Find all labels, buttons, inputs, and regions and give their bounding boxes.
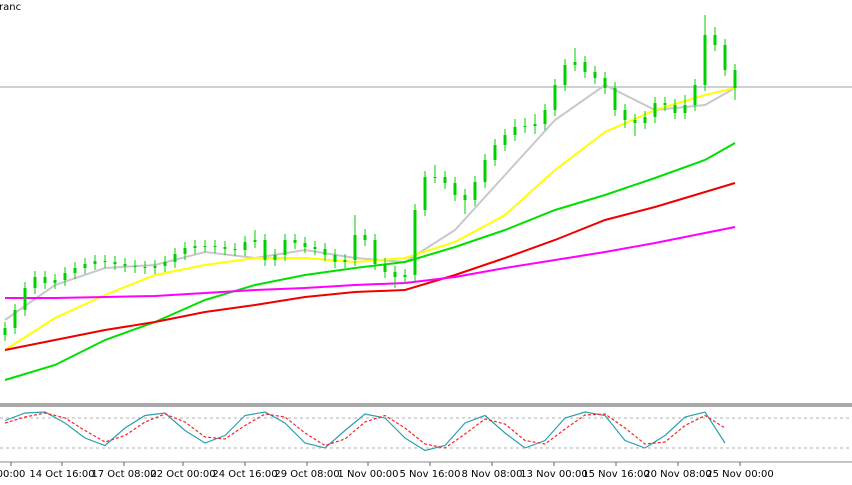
x-tick-label: 20 Nov 08:00	[644, 469, 711, 480]
candle-body	[643, 117, 647, 123]
candle-body	[183, 248, 187, 254]
candle-body	[333, 255, 337, 262]
moving-average	[4, 142, 736, 381]
oscillator-line	[4, 411, 726, 452]
candle-body	[313, 247, 317, 249]
moving-average	[5, 226, 736, 299]
candle-body	[43, 277, 47, 283]
chart-title: Franc	[0, 2, 21, 13]
candle-body	[383, 264, 387, 272]
candle-body	[53, 280, 57, 283]
candle-body	[213, 246, 217, 247]
candle-body	[703, 35, 707, 85]
candle-body	[503, 135, 507, 145]
candle-body	[33, 277, 37, 288]
candle-body	[433, 177, 437, 178]
x-tick-label: 5 Nov 16:00	[399, 469, 460, 480]
candle-body	[23, 288, 27, 310]
moving-average	[4, 182, 736, 351]
x-tick-label: 1 Nov 00:00	[337, 469, 398, 480]
x-tick-label: 29 Oct 08:00	[274, 469, 339, 480]
candle-body	[143, 267, 147, 268]
candle-body	[123, 264, 127, 266]
candle-body	[463, 195, 467, 200]
oscillator-line	[4, 412, 726, 449]
candle-body	[373, 240, 377, 264]
x-tick-label: 8 Nov 08:00	[461, 469, 522, 480]
x-tick-label: 13 Nov 00:00	[520, 469, 587, 480]
candle-body	[443, 177, 447, 183]
candle-body	[63, 273, 67, 280]
x-tick-label: 22 Oct 00:00	[150, 469, 215, 480]
x-tick-label: 15 Nov 16:00	[582, 469, 649, 480]
candle-body	[163, 262, 167, 266]
candle-body	[233, 249, 237, 250]
candle-body	[93, 261, 97, 264]
candle-body	[173, 254, 177, 262]
candle-body	[493, 145, 497, 160]
candle-body	[543, 110, 547, 124]
candle-body	[633, 120, 637, 123]
candle-body	[613, 88, 617, 110]
x-tick-label: 17 Oct 08:00	[91, 469, 156, 480]
candle-body	[113, 262, 117, 264]
candle-body	[133, 266, 137, 267]
candle-body	[223, 247, 227, 249]
candle-body	[403, 275, 407, 277]
candle-body	[103, 261, 107, 262]
candle-body	[593, 72, 597, 78]
x-tick-label: 00:00	[0, 469, 25, 480]
candle-body	[293, 240, 297, 243]
candle-body	[303, 243, 307, 247]
candle-body	[343, 260, 347, 262]
panel-separator	[0, 403, 852, 407]
candle-body	[413, 210, 417, 275]
candle-body	[713, 35, 717, 45]
candle-body	[563, 65, 567, 85]
candle-body	[203, 246, 207, 247]
candle-body	[663, 103, 667, 105]
x-tick-label: 24 Oct 16:00	[212, 469, 277, 480]
candle-body	[263, 240, 267, 260]
candle-body	[583, 62, 587, 72]
candle-body	[253, 240, 257, 242]
candle-body	[423, 177, 427, 210]
candle-body	[363, 235, 367, 240]
candle-body	[153, 266, 157, 268]
candle-body	[533, 124, 537, 126]
candle-body	[483, 160, 487, 182]
candle-body	[603, 78, 607, 88]
candle-body	[573, 62, 577, 65]
candle-body	[653, 103, 657, 117]
candle-body	[243, 242, 247, 250]
candle-body	[3, 328, 7, 335]
candle-body	[723, 45, 727, 70]
candle-body	[523, 126, 527, 127]
x-tick-label: 14 Oct 16:00	[29, 469, 94, 480]
candle-body	[553, 85, 557, 110]
candle-body	[673, 105, 677, 113]
candle-body	[623, 110, 627, 120]
candle-body	[693, 85, 697, 105]
candle-body	[683, 105, 687, 113]
candle-body	[73, 268, 77, 273]
candle-body	[13, 310, 17, 328]
candle-body	[453, 183, 457, 195]
candle-body	[393, 272, 397, 277]
candle-body	[83, 264, 87, 268]
x-tick-label: 25 Nov 00:00	[706, 469, 773, 480]
candle-body	[283, 240, 287, 255]
candle-body	[513, 127, 517, 135]
candle-body	[353, 235, 357, 260]
candle-body	[733, 70, 737, 88]
candle-body	[273, 255, 277, 260]
candle-body	[473, 182, 477, 200]
candle-body	[323, 249, 327, 255]
candle-body	[193, 246, 197, 248]
moving-average	[4, 87, 736, 351]
